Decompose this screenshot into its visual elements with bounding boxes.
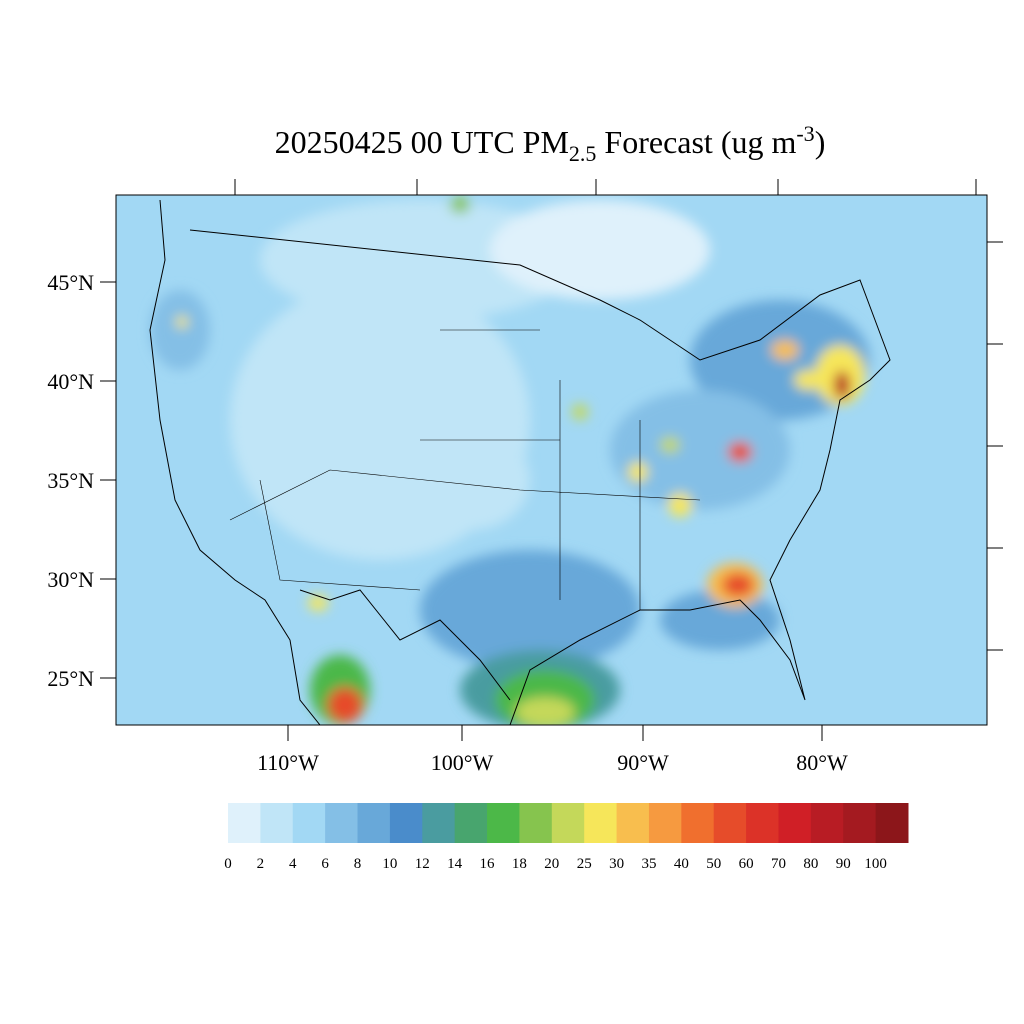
lon-label: 90°W (617, 750, 669, 775)
colorbar-box (519, 803, 553, 843)
colorbar-label: 12 (415, 856, 430, 872)
colorbar-label: 0 (224, 856, 232, 872)
lon-label: 100°W (431, 750, 494, 775)
colorbar-label: 4 (289, 856, 297, 872)
lat-label: 40°N (47, 369, 94, 394)
colorbar-box (778, 803, 812, 843)
lat-label: 25°N (47, 666, 94, 691)
lon-label: 80°W (796, 750, 848, 775)
lat-label: 30°N (47, 567, 94, 592)
colorbar-box (422, 803, 456, 843)
colorbar-label: 8 (354, 856, 362, 872)
colorbar-box (389, 803, 423, 843)
colorbar-box (551, 803, 585, 843)
title-middle: Forecast (ug m (596, 124, 796, 160)
colorbar-box (325, 803, 359, 843)
colorbar-label: 6 (321, 856, 329, 872)
colorbar: 0 2 4 6 8 10 12 14 16 18 20 25 30 35 40 50 60 70 80 90 100 (224, 803, 909, 872)
colorbar-label: 80 (803, 856, 818, 872)
colorbar-box (843, 803, 877, 843)
colorbar-box (616, 803, 650, 843)
colorbar-box (260, 803, 294, 843)
title-end: ) (815, 124, 826, 160)
map-field (116, 195, 987, 725)
colorbar-label: 16 (480, 856, 496, 872)
colorbar-box (487, 803, 520, 843)
colorbar-box (810, 803, 844, 843)
boundaries (149, 199, 891, 725)
colorbar-label: 100 (864, 856, 887, 872)
map-frame (115, 194, 988, 726)
colorbar-label: 70 (771, 856, 786, 872)
colorbar-label: 2 (257, 856, 265, 872)
colorbar-label: 25 (577, 856, 592, 872)
title: 20250425 00 UTC PM2.5 Forecast (ug m-3) (275, 121, 826, 166)
title-superscript: -3 (796, 121, 814, 146)
tick-marks (100, 179, 1003, 741)
colorbar-label: 10 (382, 856, 397, 872)
colorbar-box (584, 803, 618, 843)
title-subscript: 2.5 (569, 141, 597, 166)
colorbar-label: 35 (641, 856, 656, 872)
colorbar-box (648, 803, 682, 843)
colorbar-box (681, 803, 715, 843)
colorbar-label: 18 (512, 856, 527, 872)
colorbar-box (746, 803, 779, 843)
axis-labels: 45°N 40°N 35°N 30°N 25°N 110°W 100°W 90°W 80°W (47, 270, 848, 775)
colorbar-box (454, 803, 488, 843)
colorbar-label: 30 (609, 856, 624, 872)
colorbar-label: 60 (739, 856, 754, 872)
colorbar-label: 90 (836, 856, 851, 872)
lon-label: 110°W (257, 750, 319, 775)
colorbar-label: 14 (447, 856, 463, 872)
colorbar-label: 40 (674, 856, 689, 872)
colorbar-label: 20 (544, 856, 559, 872)
colorbar-box (292, 803, 326, 843)
colorbar-box (357, 803, 391, 843)
colorbar-box (713, 803, 747, 843)
colorbar-label: 50 (706, 856, 721, 872)
lat-label: 45°N (47, 270, 94, 295)
lat-label: 35°N (47, 468, 94, 493)
title-main: 20250425 00 UTC PM (275, 124, 569, 160)
colorbar-box (875, 803, 909, 843)
colorbar-box (228, 803, 261, 843)
